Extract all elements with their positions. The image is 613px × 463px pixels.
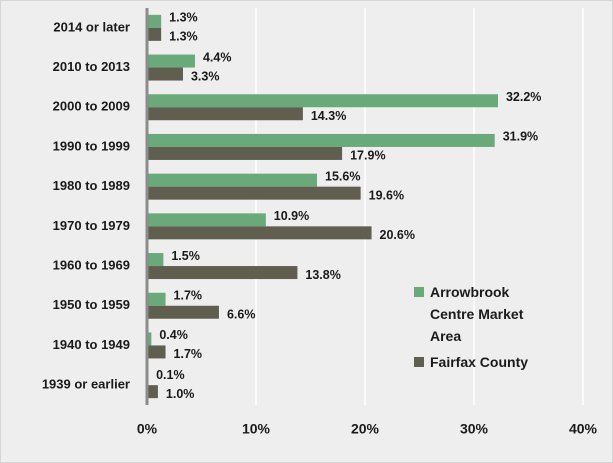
bar	[147, 14, 162, 28]
data-label: 1.7%	[174, 347, 203, 361]
bar	[147, 133, 495, 147]
data-label: 1.5%	[171, 249, 200, 263]
bar	[147, 385, 158, 399]
data-label: 4.4%	[203, 50, 232, 64]
x-tick-label: 40%	[569, 421, 598, 437]
bar	[147, 253, 164, 267]
x-tick-label: 30%	[460, 421, 489, 437]
bar	[147, 146, 343, 160]
data-label: 13.8%	[305, 268, 340, 282]
legend-swatch	[414, 357, 424, 367]
bar	[147, 266, 298, 280]
x-tick-label: 20%	[351, 421, 380, 437]
y-tick-label: 1939 or earlier	[42, 377, 130, 392]
data-label: 1.3%	[169, 11, 198, 25]
legend-label: Fairfax County	[430, 354, 529, 370]
data-label: 1.0%	[166, 387, 195, 401]
y-tick-label: 2010 to 2013	[53, 59, 130, 74]
bar	[147, 332, 152, 346]
bar	[147, 173, 318, 187]
bar	[147, 107, 303, 121]
data-label: 0.1%	[156, 368, 185, 382]
data-label: 32.2%	[506, 90, 541, 104]
bar	[147, 67, 183, 81]
y-tick-label: 1950 to 1959	[53, 297, 130, 312]
data-label: 0.4%	[159, 328, 188, 342]
y-tick-label: 2014 or later	[53, 19, 130, 34]
data-label: 15.6%	[325, 169, 360, 183]
legend-item: Arrowbrook Centre Market Area	[412, 281, 572, 347]
y-tick-label: 1960 to 1969	[53, 257, 130, 272]
y-tick-label: 1980 to 1989	[53, 178, 130, 193]
data-label: 1.3%	[169, 30, 198, 44]
y-tick-label: 1940 to 1949	[53, 337, 130, 352]
legend: Arrowbrook Centre Market Area Fairfax Cou…	[412, 281, 572, 377]
legend-label: Arrowbrook Centre Market Area	[430, 284, 524, 344]
data-label: 17.9%	[350, 149, 385, 163]
x-tick-label: 0%	[137, 421, 158, 437]
bar	[147, 345, 166, 359]
data-label: 19.6%	[369, 188, 404, 202]
y-tick-label: 2000 to 2009	[53, 99, 130, 114]
legend-item: Fairfax County	[412, 351, 572, 373]
bar	[147, 54, 195, 68]
y-tick-label: 1970 to 1979	[53, 218, 130, 233]
data-label: 6.6%	[227, 308, 256, 322]
data-label: 14.3%	[311, 109, 346, 123]
legend-swatch	[414, 287, 424, 297]
bar	[147, 305, 219, 319]
bar	[147, 226, 372, 240]
data-label: 3.3%	[191, 69, 220, 83]
data-label: 1.7%	[174, 289, 203, 303]
data-label: 10.9%	[274, 209, 309, 223]
bar	[147, 27, 162, 41]
y-tick-label: 1990 to 1999	[53, 138, 130, 153]
bar	[147, 94, 498, 108]
bar	[147, 213, 266, 227]
bar	[147, 292, 166, 306]
x-tick-label: 10%	[242, 421, 271, 437]
data-label: 20.6%	[380, 228, 415, 242]
bar	[147, 186, 361, 200]
data-label: 31.9%	[503, 130, 538, 144]
